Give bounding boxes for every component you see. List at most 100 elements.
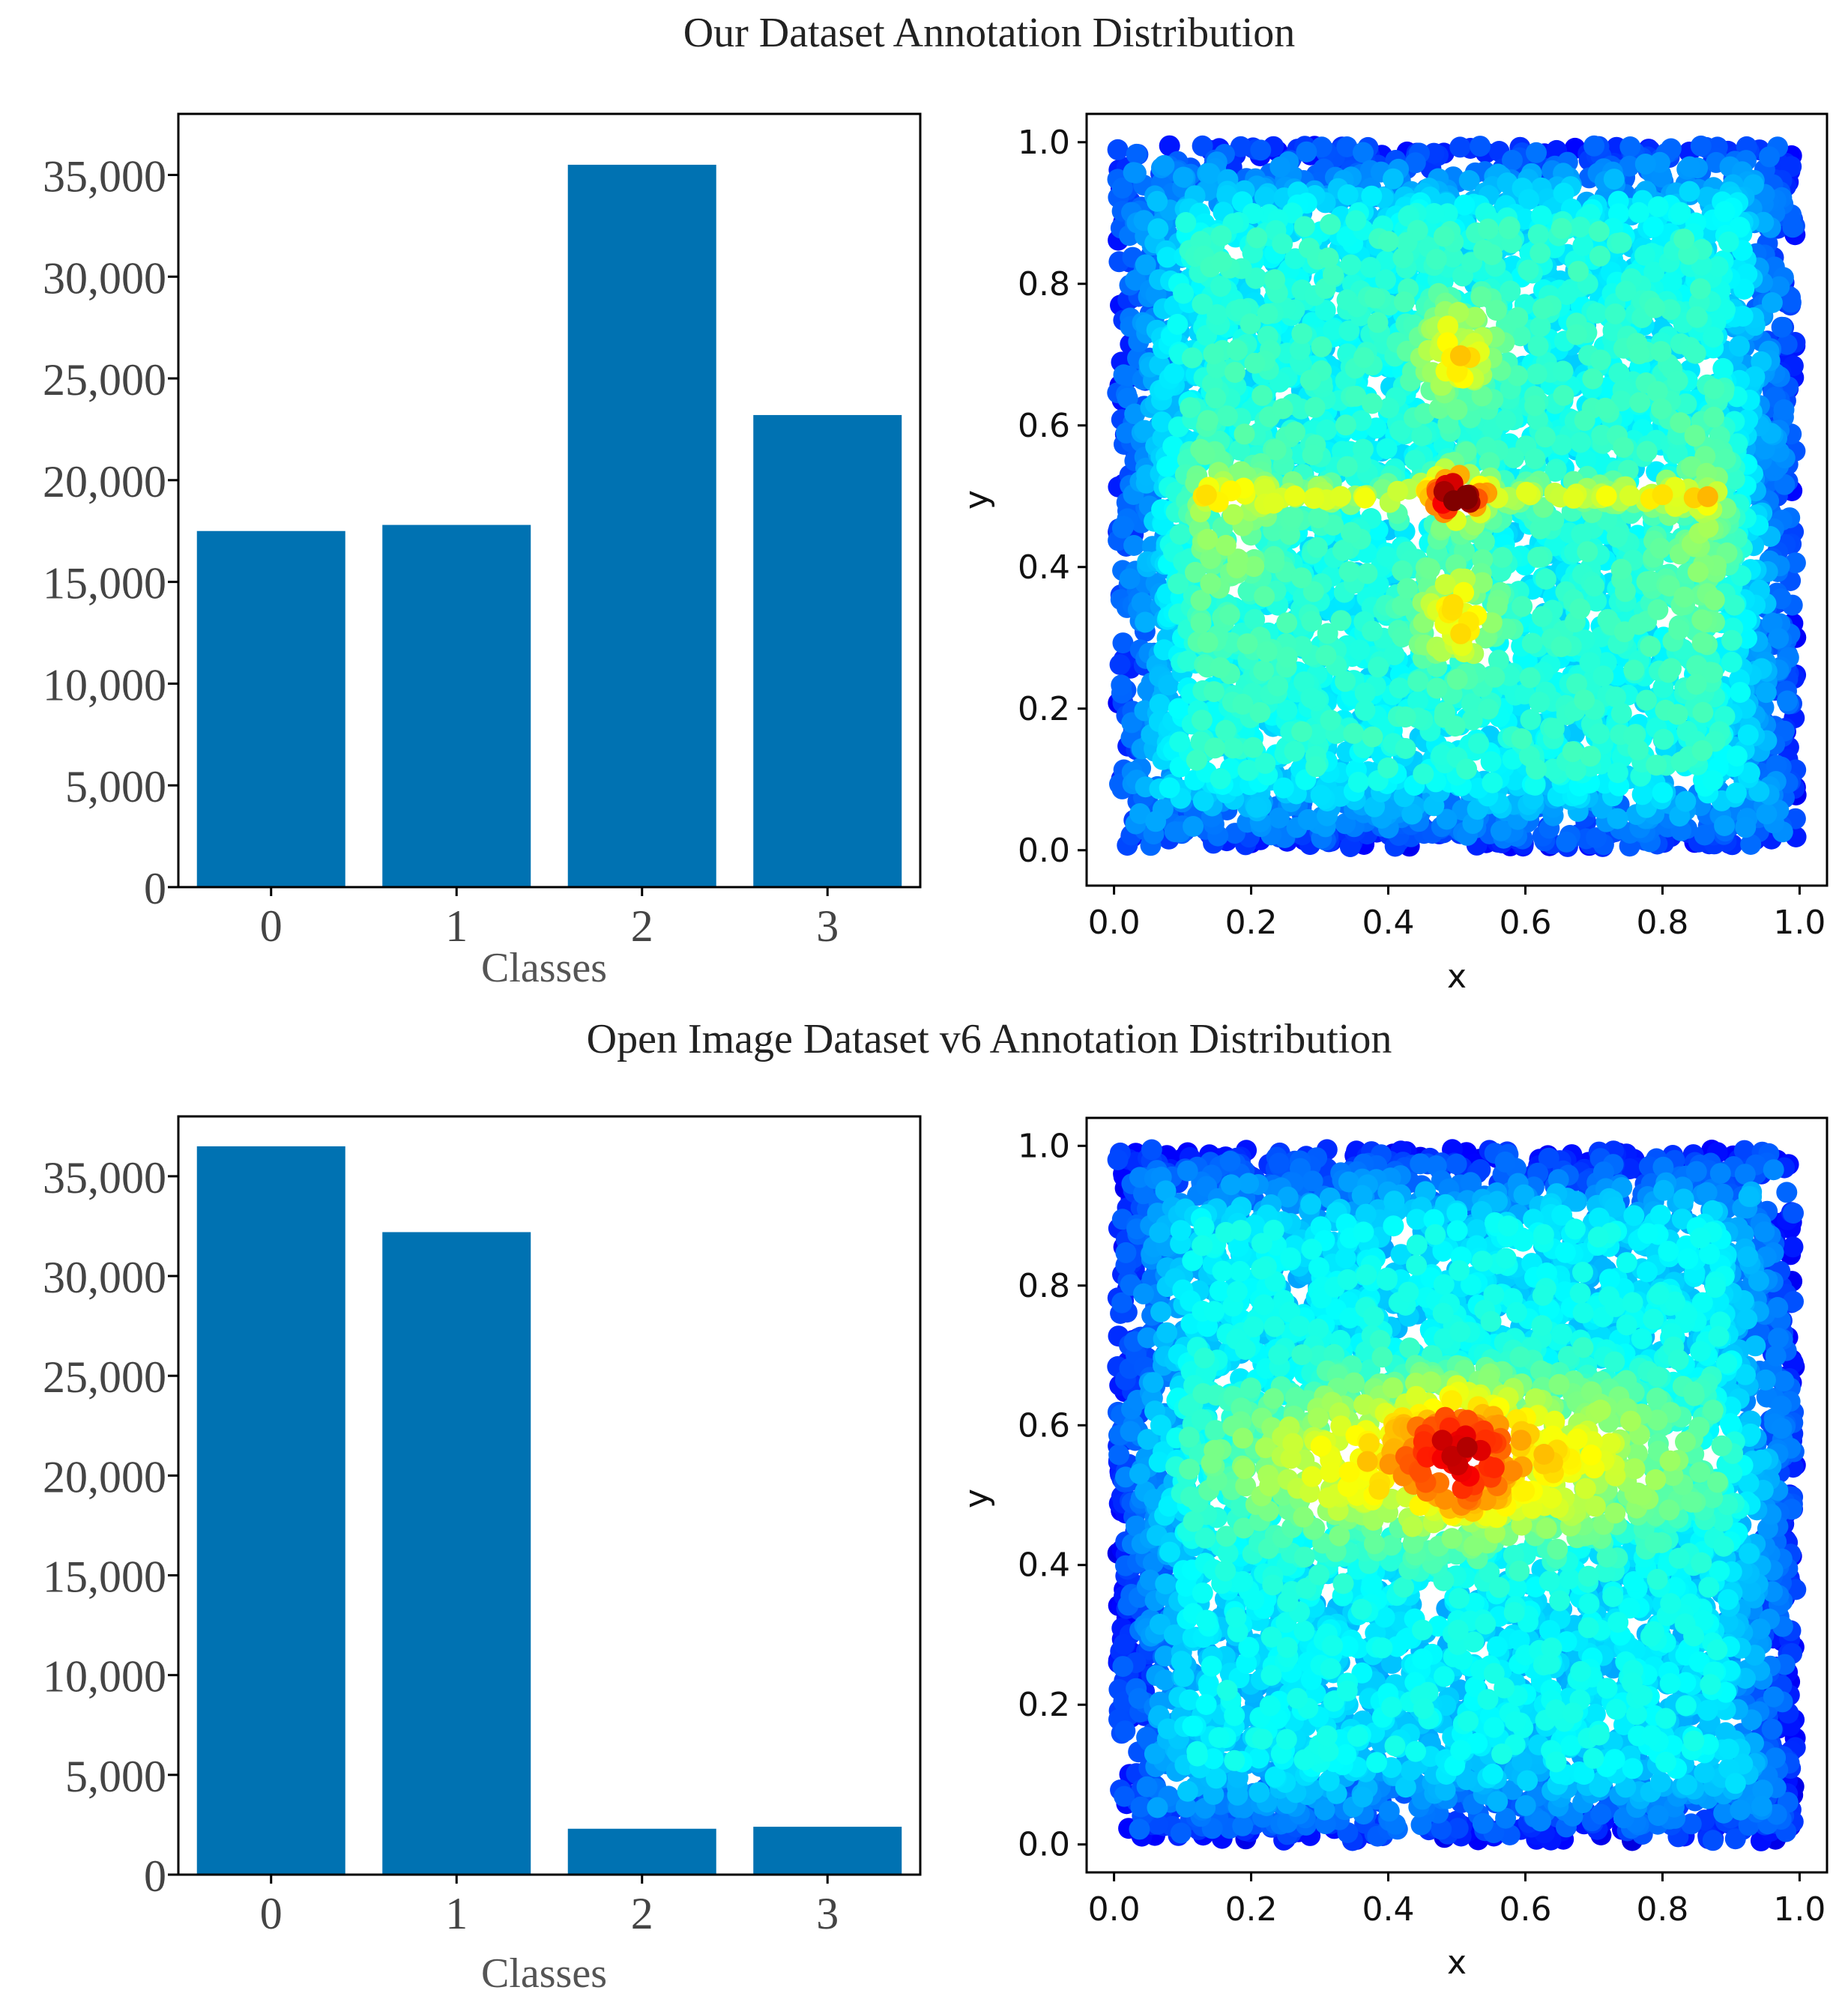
top-scatter-point-3088: [1726, 746, 1748, 767]
top-scatter-point-4211: [1529, 692, 1550, 713]
top-scatter-point-4409: [1530, 242, 1551, 264]
top-scatter-point-3645: [1210, 768, 1231, 790]
top-scatter-point-4674: [1651, 398, 1672, 420]
top-scatter-point-493: [1336, 136, 1358, 157]
top-scatter-point-4631: [1692, 701, 1714, 723]
top-bar-y-tick-label-1: 5,000: [65, 762, 166, 811]
top-scatter-point-4746: [1282, 506, 1304, 527]
top-scatter-point-2892: [1643, 216, 1664, 238]
top-scatter-point-4504: [1291, 721, 1313, 743]
top-bar-y-tick-label-0: 0: [144, 864, 166, 913]
top-scatter-point-3240: [1530, 205, 1552, 227]
top-scatter-point-4055: [1592, 665, 1614, 687]
top-scatter-point-4544: [1636, 441, 1658, 462]
top-scatter-point-1623: [1147, 218, 1169, 240]
top-scatter-point-1225: [1755, 682, 1777, 704]
top-scatter-point-4437: [1519, 667, 1541, 689]
top-scatter-point-4224: [1456, 758, 1478, 780]
top-scatter-point-4361: [1686, 306, 1707, 327]
top-scatter-point-4345: [1530, 316, 1551, 337]
top-scatter-point-4136: [1377, 757, 1399, 778]
top-scatter-point-4138: [1192, 293, 1213, 315]
top-scatter-point-2432: [1156, 247, 1178, 268]
top-scatter-point-4087: [1210, 276, 1231, 297]
top-scatter-point-1029: [1269, 156, 1291, 178]
top-scatter-point-3994: [1404, 450, 1426, 471]
top-scatter-point-4877: [1673, 586, 1695, 608]
top-scatter-point-4260: [1362, 620, 1383, 642]
top-scatter-point-4468: [1264, 269, 1286, 291]
top-scatter-point-2032: [1518, 189, 1540, 211]
top-scatter-point-560: [1583, 135, 1605, 157]
top-scatter-point-756: [1353, 142, 1374, 163]
top-scatter-point-4852: [1194, 444, 1216, 465]
top-scatter-point-4588: [1569, 598, 1591, 620]
top-scatter-point-4304: [1526, 758, 1547, 780]
top-scatter-point-4277: [1610, 232, 1632, 253]
top-scatter-point-3029: [1714, 201, 1736, 223]
top-bar-y-axis: 05,00010,00015,00020,00025,00030,00035,0…: [43, 151, 178, 913]
top-scatter-point-2489: [1361, 185, 1383, 207]
top-scatter-point-570: [1404, 152, 1426, 174]
top-scatter-point-2356: [1737, 724, 1759, 746]
top-scatter-point-4689: [1290, 567, 1312, 589]
top-scatter-point-3639: [1276, 700, 1298, 721]
top-scatter-point-4597: [1482, 244, 1503, 265]
top-scatter-point-4226: [1368, 656, 1389, 678]
top-scatter-point-4671: [1284, 421, 1305, 443]
top-scatter-point-4463: [1335, 414, 1356, 436]
top-scatter-point-2149: [1151, 411, 1173, 433]
top-scatter-point-716: [1113, 515, 1135, 537]
top-scatter-point-1010: [1124, 403, 1146, 425]
top-scatter-point-3464: [1169, 731, 1191, 753]
top-scatter-point-55: [1159, 135, 1180, 157]
top-scatter-point-629: [1556, 831, 1577, 853]
top-scatter-point-4258: [1583, 575, 1605, 597]
top-scatter-point-1037: [1735, 817, 1757, 838]
top-scatter-point-4778: [1236, 633, 1258, 655]
top-scatter-point-3918: [1413, 763, 1434, 784]
top-scatter-point-4755: [1636, 571, 1658, 593]
top-scatter-point-4812: [1197, 632, 1219, 653]
top-scatter-point-1408: [1147, 190, 1168, 212]
top-scatter-point-4492: [1338, 560, 1360, 582]
top-scatter-point-4886: [1419, 558, 1440, 580]
top-scatter-point-3247: [1661, 270, 1682, 292]
top-bar-y-tick-label-5: 25,000: [43, 355, 166, 405]
top-scatter-point-4612: [1667, 704, 1688, 725]
top-scatter-point-3525: [1718, 231, 1739, 252]
top-scatter-point-4784: [1233, 423, 1255, 445]
top-scatter-point-335: [1192, 135, 1213, 157]
top-scatter-point-1117: [1714, 815, 1736, 836]
top-scatter-point-4225: [1721, 629, 1742, 651]
top-scatter-point-4440: [1667, 370, 1688, 392]
top-scatter-point-4524: [1644, 297, 1666, 318]
top-scatter-point-3258: [1712, 357, 1734, 379]
top-scatter-point-4568: [1216, 405, 1238, 427]
top-scatter-point-4283: [1543, 718, 1565, 740]
top-scatter-point-4574: [1302, 444, 1323, 465]
top-scatter-point-491: [1586, 827, 1607, 849]
top-scatter-point-4548: [1553, 384, 1574, 406]
top-scatter-point-4694: [1224, 362, 1245, 383]
top-scatter-point-4728: [1210, 657, 1231, 679]
top-scatter-point-4888: [1446, 399, 1468, 420]
top-scatter-point-4223: [1535, 569, 1556, 590]
top-scatter-point-447: [1250, 139, 1272, 161]
top-scatter-point-496: [1690, 135, 1712, 157]
top-scatter-point-4004: [1300, 687, 1322, 709]
top-scatter-point-4486: [1336, 456, 1358, 477]
top-scatter-point-562: [1111, 674, 1132, 696]
top-scatter-point-1099: [1436, 808, 1458, 830]
top-scatter-point-2932: [1168, 698, 1189, 719]
top-scatter-point-4054: [1586, 303, 1607, 324]
top-scatter-point-1250: [1753, 211, 1775, 233]
top-scatter-point-4501: [1299, 369, 1321, 391]
top-bar-bar-1: [382, 524, 531, 887]
top-scatter-point-4589: [1498, 218, 1520, 240]
top-scatter-point-4119: [1570, 432, 1592, 453]
top-bar-x-tick-label-1: 1: [445, 901, 468, 951]
top-scatter-point-3780: [1431, 744, 1452, 766]
top-scatter-point-4314: [1521, 632, 1543, 654]
